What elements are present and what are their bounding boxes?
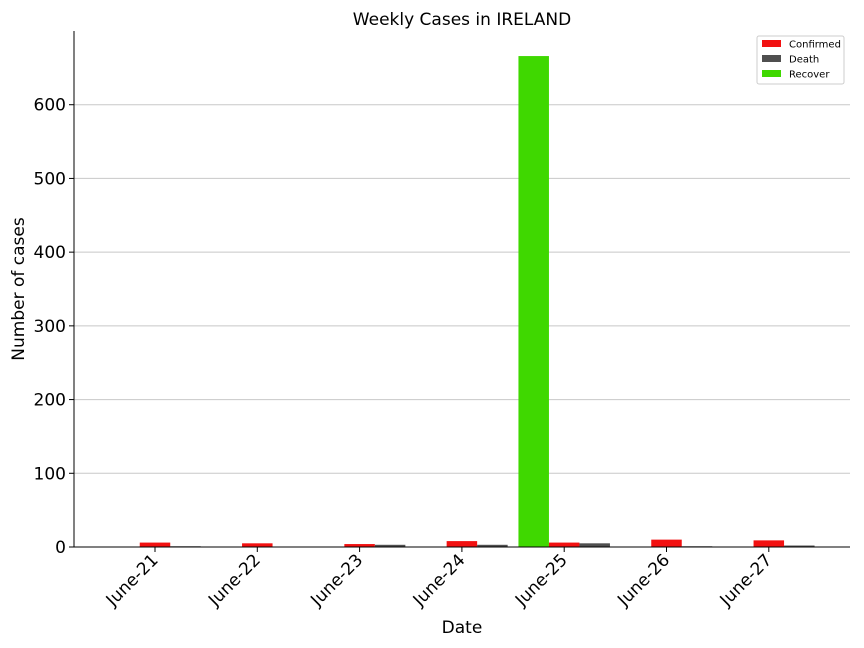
bar-death — [784, 545, 815, 547]
bar-confirmed — [446, 541, 478, 547]
legend-label-confirmed: Confirmed — [789, 40, 841, 51]
bar-confirmed — [651, 539, 682, 547]
bar-death — [477, 544, 508, 547]
y-tick-label: 400 — [34, 243, 66, 263]
legend-swatch-confirmed — [762, 40, 781, 47]
x-tick-label: June-26 — [613, 550, 674, 611]
y-tick-label: 0 — [55, 538, 66, 558]
y-tick-label: 200 — [34, 391, 66, 411]
legend-label-recover: Recover — [789, 70, 830, 81]
x-tick-label: June-23 — [306, 550, 367, 611]
y-axis-title: Number of cases — [9, 217, 29, 361]
legend: Confirmed Death Recover — [756, 35, 845, 85]
bar-confirmed — [344, 544, 375, 547]
bar-confirmed — [548, 542, 580, 547]
y-tick-label: 600 — [34, 96, 66, 116]
legend-label-death: Death — [789, 55, 819, 66]
x-tick-label: June-21 — [102, 550, 163, 611]
x-tick-label: June-22 — [204, 550, 265, 611]
y-tick-label: 300 — [34, 317, 66, 337]
bars — [139, 56, 815, 547]
x-ticks: June-21 June-22 June-23 June-24 June-25 June-… — [102, 547, 776, 611]
y-ticks: 0 100 200 300 400 500 600 — [34, 96, 74, 558]
x-tick-label: June-27 — [716, 550, 777, 611]
legend-swatch-recover — [762, 70, 781, 77]
bar-confirmed — [242, 543, 273, 547]
gridlines — [74, 104, 850, 474]
chart-title: Weekly Cases in IRELAND — [353, 10, 571, 30]
bar-death — [374, 544, 406, 547]
x-tick-label: June-24 — [409, 550, 470, 611]
x-axis-title: Date — [442, 618, 483, 638]
bar-recover — [518, 56, 549, 547]
x-tick-label: June-25 — [511, 550, 572, 611]
legend-swatch-death — [762, 55, 781, 62]
y-tick-label: 100 — [34, 464, 66, 484]
bar-confirmed — [139, 542, 171, 547]
axes — [73, 31, 850, 548]
bar-confirmed — [753, 540, 785, 547]
bar-death — [579, 543, 610, 547]
y-tick-label: 500 — [34, 169, 66, 189]
